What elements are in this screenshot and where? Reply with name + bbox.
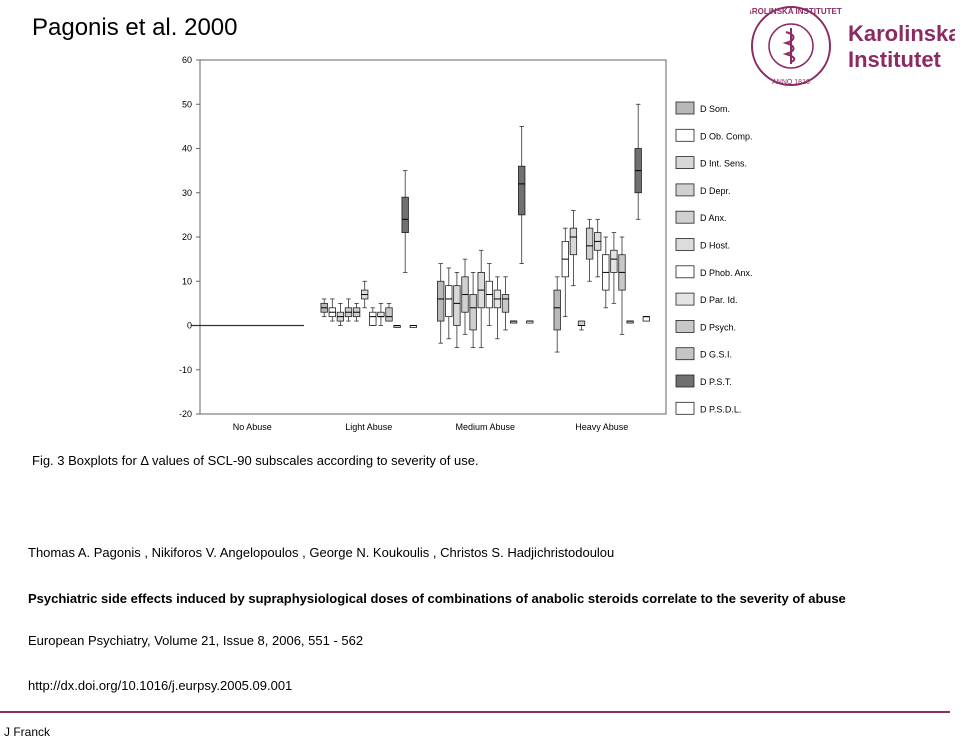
legend-label: D P.S.T.: [700, 377, 732, 387]
footer-divider: [0, 711, 950, 713]
legend-swatch: [675, 156, 695, 169]
legend-swatch: [675, 238, 695, 251]
paper-title: Psychiatric side effects induced by supr…: [28, 591, 846, 606]
x-category-label: Medium Abuse: [455, 422, 515, 432]
y-tick-label: -10: [179, 365, 192, 375]
legend-label: D G.S.I.: [700, 350, 732, 360]
legend-label: D Ob. Comp.: [700, 131, 753, 141]
y-tick-label: -20: [179, 409, 192, 419]
legend-swatch: [675, 319, 695, 333]
box-body: [437, 280, 445, 322]
svg-text:KAROLINSKA INSTITUTET: KAROLINSKA INSTITUTET: [750, 7, 842, 16]
legend-label: D Host.: [700, 241, 730, 251]
legend-swatch: [675, 128, 695, 142]
box-body: [585, 227, 594, 260]
box-body: [577, 320, 586, 326]
box-body: [610, 249, 618, 273]
legend-swatch: [675, 401, 695, 415]
legend-swatch: [675, 265, 695, 279]
y-tick-label: 60: [182, 55, 192, 65]
legend-swatch: [675, 347, 695, 361]
box-body: [401, 196, 409, 233]
y-tick-label: 20: [182, 232, 192, 242]
legend-label: D Depr.: [700, 186, 731, 196]
x-category-label: No Abuse: [233, 422, 272, 432]
legend-label: D Anx.: [700, 213, 727, 223]
journal-reference: European Psychiatry, Volume 21, Issue 8,…: [28, 633, 364, 648]
y-tick-label: 40: [182, 144, 192, 154]
boxplot-chart: 60 50 40 30 20 10 0 -10 -20 No Abuse Light Abuse Me…: [179, 55, 753, 432]
legend-label: D Psych.: [700, 322, 736, 332]
doi-link[interactable]: http://dx.doi.org/10.1016/j.eurpsy.2005.…: [28, 678, 293, 693]
box-body: [369, 311, 377, 326]
svg-text:Institutet: Institutet: [848, 47, 942, 72]
box-body: [377, 311, 385, 318]
footer-author: J Franck: [4, 725, 51, 739]
svg-text:ANNO 1810: ANNO 1810: [772, 79, 810, 86]
y-tick-label: 0: [187, 321, 192, 331]
box-body: [569, 227, 578, 256]
box-body: [453, 285, 461, 326]
slide-title: Pagonis et al. 2000: [32, 14, 238, 41]
legend-label: D Som.: [700, 104, 730, 114]
y-tick-label: 10: [182, 276, 192, 286]
authors-line: Thomas A. Pagonis , Nikiforos V. Angelop…: [28, 545, 615, 560]
karolinska-logo: KAROLINSKA INSTITUTET ANNO 1810 Karolins…: [740, 4, 960, 93]
box-body: [445, 285, 453, 318]
legend-swatch: [675, 101, 695, 115]
karolinska-seal-icon: KAROLINSKA INSTITUTET ANNO 1810 Karolins…: [740, 6, 960, 86]
legend-label: D P.S.D.L.: [700, 404, 741, 414]
figure-caption: Fig. 3 Boxplots for Δ values of SCL-90 s…: [32, 453, 479, 468]
legend-swatch: [675, 292, 695, 306]
svg-text:Karolinska: Karolinska: [848, 21, 955, 46]
box-body: [385, 307, 393, 322]
box-body: [518, 165, 526, 216]
y-tick-label: 50: [182, 99, 192, 109]
legend-swatch: [675, 374, 695, 388]
legend-label: D Phob. Anx.: [700, 268, 753, 278]
box-body: [501, 294, 510, 313]
legend-swatch: [675, 210, 695, 224]
x-category-label: Heavy Abuse: [575, 422, 628, 432]
legend-label: D Int. Sens.: [700, 159, 747, 169]
legend-swatch: [675, 183, 695, 197]
x-category-label: Light Abuse: [345, 422, 392, 432]
legend-label: D Par. Id.: [700, 295, 738, 305]
box-body: [469, 294, 477, 331]
box-body: [553, 289, 561, 331]
box-body: [642, 316, 650, 322]
y-tick-label: 30: [182, 188, 192, 198]
